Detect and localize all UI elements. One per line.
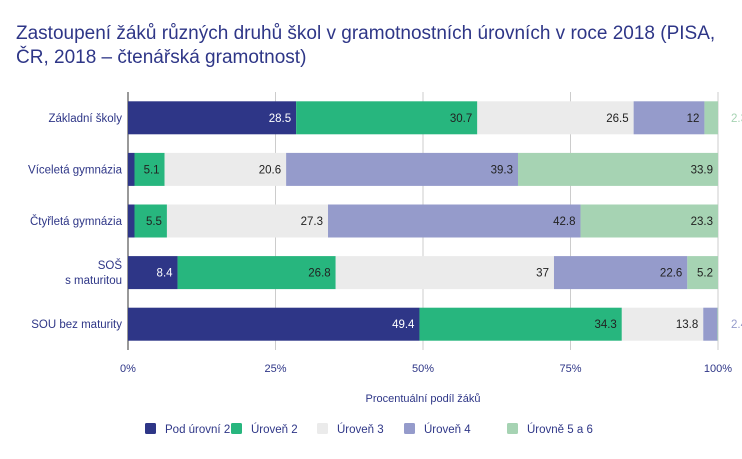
category-label: s maturitou (65, 275, 122, 287)
data-label: 8.4 (157, 268, 174, 280)
bar-segment[interactable] (128, 256, 178, 290)
bar-segment[interactable] (335, 256, 554, 290)
data-label: 42.8 (553, 216, 575, 228)
data-label: 23.3 (691, 216, 713, 228)
category-label: Základní školy (48, 113, 122, 125)
data-label-outside: 2.3 (731, 113, 742, 125)
data-label: 30.7 (450, 113, 472, 125)
legend-swatch (145, 423, 156, 434)
category-label: SOU bez maturity (31, 319, 122, 331)
data-label: 12 (687, 113, 700, 125)
bar-segment[interactable] (633, 101, 705, 135)
legend-label[interactable]: Úroveň 3 (337, 423, 384, 436)
category-label: Víceletá gymnázia (28, 164, 123, 176)
bar-segment[interactable] (286, 152, 518, 186)
x-tick-label: 75% (559, 363, 581, 375)
legend-label[interactable]: Úroveň 4 (424, 423, 471, 436)
bar-segment[interactable] (128, 101, 297, 135)
bar-segment[interactable] (166, 204, 329, 238)
bar-segment[interactable] (296, 101, 478, 135)
legend-label[interactable]: Úroveň 2 (251, 423, 298, 436)
x-tick-label: 0% (120, 363, 136, 375)
data-label: 28.5 (269, 113, 291, 125)
bar-segment[interactable] (134, 152, 165, 186)
data-label: 37 (536, 268, 549, 280)
data-label: 39.3 (491, 164, 513, 176)
legend-swatch (231, 423, 242, 434)
legend-swatch (404, 423, 415, 434)
data-label: 5.5 (146, 216, 162, 228)
bar-segment[interactable] (517, 152, 718, 186)
data-label: 26.5 (606, 113, 628, 125)
bar-segment[interactable] (134, 204, 167, 238)
bar-segment[interactable] (477, 101, 634, 135)
data-label: 20.6 (259, 164, 281, 176)
bar-segment[interactable] (580, 204, 718, 238)
data-label: 34.3 (594, 319, 616, 331)
x-tick-label: 100% (704, 363, 732, 375)
data-label: 27.3 (301, 216, 323, 228)
chart-title: Zastoupení žáků různých druhů škol v gra… (16, 23, 716, 68)
legend-swatch (317, 423, 328, 434)
bar-segment[interactable] (164, 152, 287, 186)
category-label: SOŠ (98, 259, 123, 272)
data-label: 5.2 (697, 268, 713, 280)
data-label: 13.8 (676, 319, 698, 331)
legend-swatch (507, 423, 518, 434)
x-axis-title: Procentuální podíl žáků (366, 393, 481, 405)
legend-label[interactable]: Úrovně 5 a 6 (527, 423, 593, 436)
legend-label[interactable]: Pod úrovní 2 (165, 424, 230, 436)
bar-segment[interactable] (128, 307, 420, 341)
bar-segment[interactable] (128, 152, 135, 186)
bar-segment[interactable] (703, 307, 718, 341)
bar-segment[interactable] (704, 101, 718, 135)
category-label: Čtyřletá gymnázia (30, 215, 123, 228)
x-tick-label: 25% (264, 363, 286, 375)
bar-segment[interactable] (419, 307, 622, 341)
data-label: 49.4 (392, 319, 415, 331)
bar-segment[interactable] (687, 256, 718, 290)
data-label: 33.9 (691, 164, 713, 176)
bar-segment[interactable] (553, 256, 688, 290)
data-label: 5.1 (144, 164, 160, 176)
bar-segment[interactable] (328, 204, 581, 238)
bar-segment[interactable] (177, 256, 336, 290)
data-label: 26.8 (308, 268, 330, 280)
bar-segment[interactable] (128, 204, 135, 238)
bar-segment[interactable] (717, 307, 718, 341)
data-label: 22.6 (660, 268, 682, 280)
data-label-outside: 2.4 (731, 319, 742, 331)
bar-segment[interactable] (621, 307, 704, 341)
x-tick-label: 50% (412, 363, 434, 375)
